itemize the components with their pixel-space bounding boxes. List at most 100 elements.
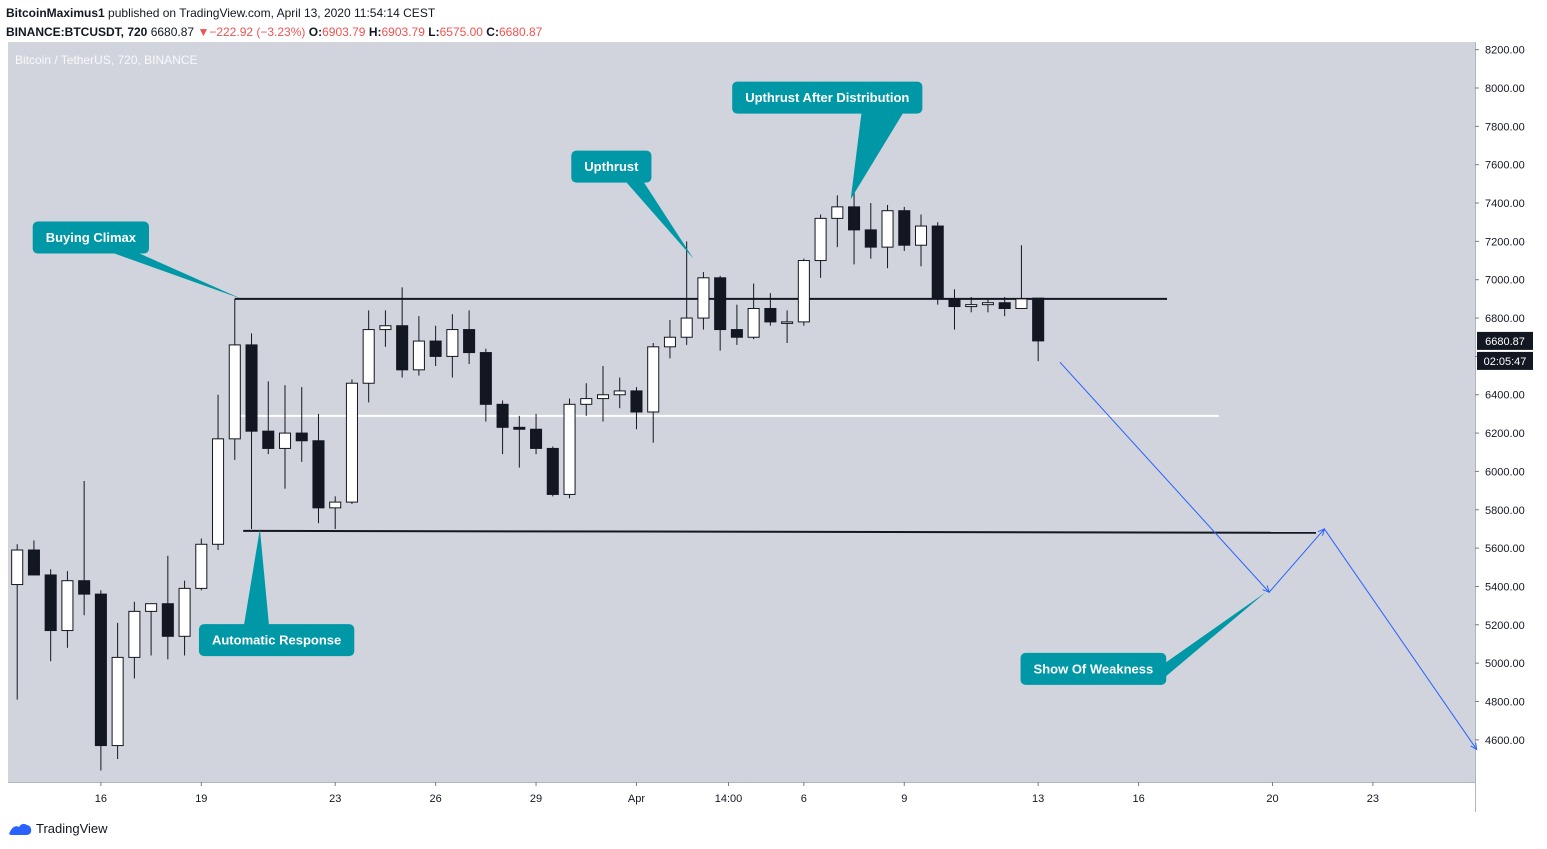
candle <box>848 191 861 265</box>
footer-brand[interactable]: TradingView <box>36 821 108 836</box>
candle-body <box>195 543 208 589</box>
last-price-label: 6680.87 <box>1485 336 1525 348</box>
candle-body <box>94 593 107 747</box>
candle <box>145 603 158 656</box>
candle <box>781 310 794 343</box>
time-tick-label: 9 <box>901 793 907 805</box>
candle-body <box>446 329 459 357</box>
callout-pointer <box>850 112 904 200</box>
callout-buying-climax: Buying Climax <box>32 221 242 299</box>
symbol-label: BINANCE:BTCUSDT, 720 <box>6 25 148 39</box>
candle <box>44 569 57 662</box>
projection-arrowhead <box>1262 585 1270 594</box>
candle <box>1015 245 1028 309</box>
time-axis[interactable] <box>8 782 1475 812</box>
candle <box>814 214 827 278</box>
candle <box>697 272 710 330</box>
candle-body <box>278 432 292 449</box>
candle-body <box>262 430 275 449</box>
callouts: Buying Climax Automatic Response Upthrust U… <box>32 81 1266 685</box>
price-axis[interactable] <box>1475 42 1547 782</box>
plot-background <box>8 42 1475 782</box>
candle-body <box>764 307 777 323</box>
footer: TradingView <box>8 821 108 836</box>
candle-body <box>412 340 425 371</box>
candle <box>212 394 225 551</box>
candle-body <box>212 438 225 545</box>
candle-body <box>145 603 158 612</box>
time-ticks: 16 19 23 26 29 Apr 14:00 6 9 13 16 20 23 <box>95 782 1379 805</box>
countdown-box <box>1477 351 1533 370</box>
price-tick-label: 5400.00 <box>1485 581 1525 593</box>
candle <box>513 415 526 468</box>
time-tick-label: 23 <box>329 793 341 805</box>
candle <box>948 289 961 330</box>
candle-body <box>848 206 861 231</box>
candle <box>446 314 459 378</box>
candle <box>747 283 760 340</box>
candle <box>563 398 576 499</box>
close-label: C: <box>486 25 499 39</box>
candle <box>864 203 877 259</box>
callout-pointer <box>625 181 694 259</box>
candle-body <box>463 329 476 354</box>
callout-label: Automatic Response <box>212 633 341 648</box>
tradingview-logo-icon[interactable] <box>8 822 32 836</box>
candle-body <box>513 426 526 430</box>
candle-body <box>747 307 760 338</box>
candle-body <box>697 277 710 319</box>
author-name[interactable]: BitcoinMaximus1 <box>6 6 105 20</box>
time-tick-label: 16 <box>95 793 107 805</box>
time-tick-label: 14:00 <box>715 793 743 805</box>
candle-body <box>730 329 743 338</box>
chart-title: Bitcoin / TetherUS, 720, BINANCE <box>15 53 198 67</box>
price-tick-label: 7800.00 <box>1485 121 1525 133</box>
projection-path <box>1059 361 1478 751</box>
candle <box>94 590 107 771</box>
candle <box>362 310 375 403</box>
price-tick-label: 7200.00 <box>1485 236 1525 248</box>
candle-body <box>329 501 342 509</box>
chart-header: BitcoinMaximus1 published on TradingView… <box>6 4 542 42</box>
candle-body <box>479 352 492 405</box>
candle-body <box>613 390 626 396</box>
candle <box>245 333 258 529</box>
open-label: O: <box>308 25 323 39</box>
callout-box <box>198 624 355 657</box>
price-ticks: 4600.00 4800.00 5000.00 5200.00 5400.00 5600.… <box>1475 45 1525 747</box>
change-value: −222.92 (−3.23%) <box>209 25 306 39</box>
time-tick-label: 16 <box>1132 793 1144 805</box>
low-label: L: <box>428 25 440 39</box>
callout-upthrust-after-distribution: Upthrust After Distribution <box>732 81 923 200</box>
price-tick-label: 4600.00 <box>1485 735 1525 747</box>
callout-box <box>1020 652 1167 685</box>
last-price-markers: 6680.87 02:05:47 <box>1477 331 1533 370</box>
candle <box>78 481 91 616</box>
candle <box>965 296 978 313</box>
candle-body <box>680 317 693 338</box>
candle-body <box>312 440 325 509</box>
candle-body <box>161 603 174 637</box>
candle-body <box>881 210 894 248</box>
candle-body <box>295 432 308 442</box>
price-tick-label: 6000.00 <box>1485 466 1525 478</box>
candle <box>195 538 208 591</box>
candle <box>161 555 174 660</box>
candle <box>262 381 275 455</box>
callout-pointer <box>111 252 242 299</box>
candle-body <box>663 336 676 348</box>
candlestick-chart[interactable]: Bitcoin / TetherUS, 720, BINANCE 4600.00… <box>0 0 1547 820</box>
callout-box <box>571 150 652 183</box>
price-tick-label: 6200.00 <box>1485 428 1525 440</box>
candle <box>128 601 141 679</box>
callout-upthrust: Upthrust <box>571 150 694 259</box>
candle-body <box>228 344 241 440</box>
ohlc-line: BINANCE:BTCUSDT, 720 6680.87 ▼−222.92 (−… <box>6 23 542 42</box>
candle <box>27 540 40 576</box>
projection-arrowhead <box>1470 742 1478 751</box>
candle <box>797 258 810 326</box>
price-tick-label: 5600.00 <box>1485 543 1525 555</box>
candle-body <box>714 277 727 331</box>
candle <box>663 319 676 359</box>
callout-label: Show Of Weakness <box>1034 661 1154 676</box>
